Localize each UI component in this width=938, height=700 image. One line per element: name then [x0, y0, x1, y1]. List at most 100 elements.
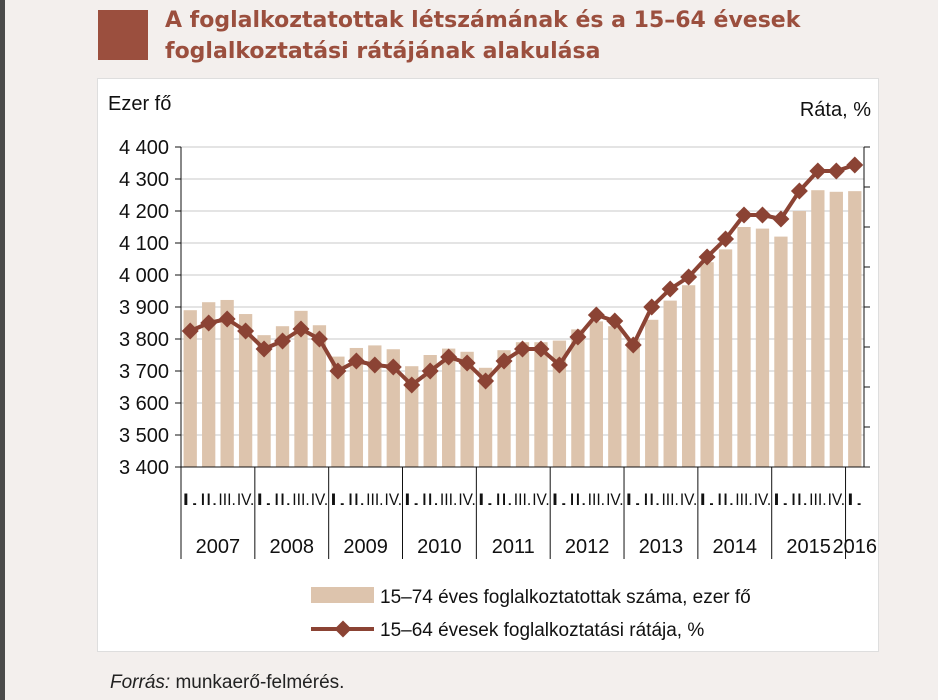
- bar: [442, 348, 456, 467]
- x-quarter-label: I.: [182, 490, 199, 509]
- rate-marker: [846, 156, 864, 174]
- y-left-tick-label: 3 400: [119, 457, 169, 479]
- bar: [497, 350, 511, 467]
- x-quarter-label: I.: [846, 490, 863, 509]
- rate-marker: [477, 372, 495, 390]
- bar-series: [183, 190, 862, 468]
- combo-chart: Ezer fő Ráta, % 3 400 3 500 3 600 3 700 3 80…: [108, 93, 877, 641]
- x-quarter-label: III.: [218, 490, 235, 509]
- rate-marker: [809, 162, 827, 180]
- x-year-label: 2011: [492, 536, 535, 558]
- x-quarter-label: IV.: [311, 490, 328, 509]
- bar: [737, 227, 751, 467]
- x-quarter-label: I.: [625, 490, 642, 509]
- bar: [460, 351, 474, 467]
- x-quarter-label: II.: [348, 490, 365, 509]
- title-marker-square: [98, 10, 148, 60]
- x-quarter-label: IV.: [828, 490, 845, 509]
- bar: [220, 299, 234, 467]
- bar: [792, 211, 807, 467]
- x-quarter-label: I.: [255, 490, 272, 509]
- axes: 3 400 3 500 3 600 3 700 3 800 3 900 4 000 4 100…: [119, 137, 877, 559]
- x-year-label: 2013: [639, 536, 684, 558]
- x-quarter-label: III.: [514, 490, 531, 509]
- x-quarter-label: IV.: [606, 490, 623, 509]
- bar: [571, 329, 585, 467]
- rate-marker: [347, 352, 365, 370]
- x-quarter-label: III.: [440, 490, 457, 509]
- rate-marker: [643, 298, 661, 316]
- x-quarter-label: I.: [551, 490, 568, 509]
- x-year-label: 2014: [713, 536, 758, 558]
- y-left-tick-label: 3 800: [119, 329, 169, 351]
- rate-marker: [680, 268, 698, 286]
- x-quarter-label: I.: [698, 490, 715, 509]
- source-note: Forrás: munkaerő-felmérés.: [110, 672, 344, 694]
- x-year-label: 2009: [343, 536, 388, 558]
- x-quarter-label: II.: [200, 490, 217, 509]
- rate-marker: [310, 330, 328, 348]
- rate-marker: [255, 340, 273, 358]
- y-left-tick-label: 4 300: [119, 169, 169, 191]
- rate-marker: [440, 348, 458, 366]
- rate-marker: [458, 354, 476, 372]
- y-left-tick-label: 4 200: [119, 201, 169, 223]
- x-quarter-label: II.: [274, 490, 291, 509]
- bar: [275, 326, 290, 467]
- x-quarter-label: II.: [791, 490, 808, 509]
- bar: [368, 345, 382, 467]
- x-quarter-label: III.: [588, 490, 605, 509]
- bar: [349, 347, 364, 467]
- rate-marker: [421, 362, 439, 380]
- chart-panel: Ezer fő Ráta, % 3 400 3 500 3 600 3 700 3 80…: [97, 78, 879, 652]
- legend-bar-label: 15–74 éves foglalkoztatottak száma, ezer…: [380, 587, 751, 608]
- y-left-axis-label: Ezer fő: [108, 93, 171, 115]
- rate-marker: [790, 182, 808, 200]
- rate-marker: [181, 322, 199, 340]
- x-year-label: 2008: [270, 536, 315, 558]
- rate-marker: [587, 306, 605, 324]
- bar: [257, 335, 271, 467]
- x-quarter-label: II.: [569, 490, 586, 509]
- bar: [755, 228, 770, 467]
- rate-marker: [550, 356, 568, 374]
- bar: [386, 349, 400, 467]
- x-quarter-label: IV.: [237, 490, 254, 509]
- bar: [645, 319, 659, 467]
- bar: [829, 191, 843, 468]
- rate-marker: [292, 320, 310, 338]
- line-series: [181, 156, 864, 394]
- legend: 15–74 éves foglalkoztatottak száma, ezer…: [311, 587, 751, 641]
- x-quarter-label: II.: [421, 490, 438, 509]
- bar: [608, 326, 622, 467]
- rate-marker: [661, 280, 679, 298]
- bar: [183, 310, 197, 467]
- bar: [294, 310, 308, 467]
- rate-marker: [200, 314, 218, 332]
- rate-marker: [606, 312, 624, 330]
- bar: [552, 340, 567, 467]
- x-quarter-label: IV.: [458, 490, 475, 509]
- x-quarter-label: IV.: [385, 490, 402, 509]
- bar: [681, 285, 696, 467]
- rate-marker: [717, 230, 735, 248]
- x-quarter-label: III.: [366, 490, 383, 509]
- y-left-tick-label: 4 100: [119, 233, 169, 255]
- x-year-label: 2007: [196, 536, 241, 558]
- rate-marker: [495, 352, 513, 370]
- bar: [312, 325, 327, 467]
- x-quarter-label: I.: [477, 490, 494, 509]
- bar: [718, 249, 733, 467]
- rate-marker: [772, 210, 790, 228]
- bar: [700, 262, 714, 467]
- rate-marker: [735, 206, 753, 224]
- source-label: Forrás:: [110, 672, 171, 693]
- x-year-label: 2010: [417, 536, 462, 558]
- bar: [534, 342, 548, 467]
- bar: [202, 302, 216, 467]
- bar: [848, 191, 862, 467]
- rate-marker: [698, 248, 716, 266]
- rate-marker: [827, 162, 845, 180]
- bar: [423, 355, 437, 467]
- chart-title: A foglalkoztatottak létszámának és a 15–…: [165, 8, 801, 64]
